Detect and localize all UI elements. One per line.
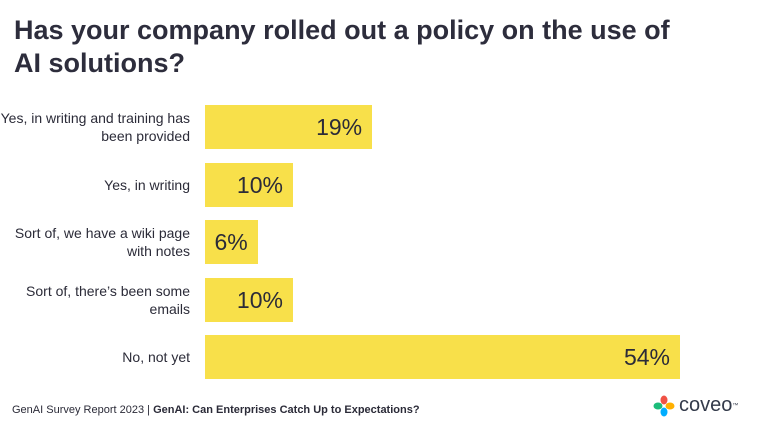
value-label: 6% bbox=[214, 229, 248, 255]
logo-icon bbox=[653, 395, 675, 416]
footer-subtitle: GenAI: Can Enterprises Catch Up to Expec… bbox=[153, 404, 420, 416]
chart-title: Has your company rolled out a policy on … bbox=[14, 15, 670, 78]
value-label: 19% bbox=[316, 114, 363, 140]
bar bbox=[205, 220, 258, 264]
category-label: Sort of, we have a wiki page with notes bbox=[14, 225, 190, 259]
logo-text: coveo bbox=[679, 394, 733, 416]
category-label: No, not yet bbox=[122, 349, 190, 365]
category-label: Sort of, there’s been some emails bbox=[26, 282, 190, 317]
footer: GenAI Survey Report 2023 | GenAI: Can En… bbox=[12, 404, 420, 416]
footer-report: GenAI Survey Report 2023 bbox=[12, 404, 145, 416]
bar bbox=[205, 105, 373, 149]
logo: coveo ™ bbox=[653, 394, 738, 417]
bar bbox=[205, 162, 293, 207]
category-label: Yes, in writing and training has been pr… bbox=[0, 110, 190, 144]
value-label: 54% bbox=[623, 344, 670, 370]
value-label: 10% bbox=[236, 286, 283, 313]
logo-tm: ™ bbox=[732, 402, 739, 409]
footer-separator: | bbox=[147, 404, 150, 416]
value-label: 10% bbox=[236, 171, 283, 198]
category-label: Yes, in writing bbox=[104, 176, 190, 193]
bar bbox=[205, 277, 293, 322]
bar bbox=[205, 335, 680, 379]
